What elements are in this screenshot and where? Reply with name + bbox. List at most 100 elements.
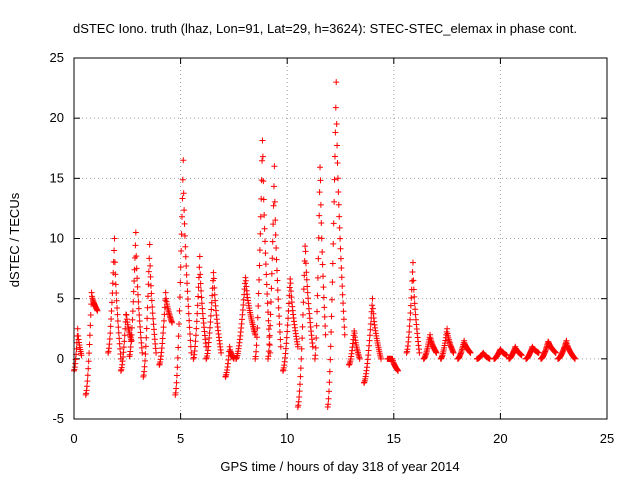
data-point xyxy=(134,291,141,298)
data-point xyxy=(411,293,418,300)
data-point xyxy=(114,311,121,318)
data-point xyxy=(144,315,151,322)
data-point xyxy=(314,274,321,281)
data-point xyxy=(325,395,332,402)
data-point xyxy=(141,357,148,364)
data-point xyxy=(274,277,281,284)
data-point xyxy=(255,290,262,297)
data-point xyxy=(339,291,346,298)
data-point xyxy=(179,195,186,202)
chart-title: dSTEC Iono. truth (lhaz, Lon=91, Lat=29,… xyxy=(73,21,577,36)
data-point xyxy=(309,343,316,350)
data-point xyxy=(114,304,121,311)
data-point xyxy=(369,295,376,302)
data-point xyxy=(253,334,260,341)
data-point xyxy=(298,355,305,362)
data-point xyxy=(328,328,335,335)
data-point xyxy=(195,293,202,300)
data-point xyxy=(132,229,139,236)
data-point xyxy=(327,356,334,363)
y-tick-label: 15 xyxy=(50,170,64,185)
data-point xyxy=(207,318,214,325)
data-point xyxy=(405,334,412,341)
data-point xyxy=(408,294,415,301)
data-point xyxy=(338,274,345,281)
data-point xyxy=(253,342,260,349)
plot-frame xyxy=(73,57,608,420)
data-point xyxy=(331,198,338,205)
data-point xyxy=(262,238,269,245)
data-point xyxy=(178,247,185,254)
data-point xyxy=(340,300,347,307)
data-point xyxy=(366,337,373,344)
data-point xyxy=(265,353,272,360)
data-point xyxy=(181,207,188,214)
data-point xyxy=(161,311,168,318)
data-point xyxy=(176,320,183,327)
data-point xyxy=(141,363,148,370)
data-point xyxy=(326,379,333,386)
x-tick-label: 5 xyxy=(177,431,184,446)
data-point xyxy=(185,310,192,317)
data-point xyxy=(74,325,81,332)
data-point xyxy=(142,343,149,350)
data-point xyxy=(112,281,119,288)
data-point xyxy=(94,307,101,314)
data-point xyxy=(197,280,204,287)
data-point xyxy=(148,297,155,304)
data-point xyxy=(409,259,416,266)
data-point xyxy=(84,372,91,379)
data-point xyxy=(114,318,121,325)
data-point xyxy=(173,379,180,386)
y-tick-label: -5 xyxy=(52,411,64,426)
data-point xyxy=(147,273,154,280)
data-point xyxy=(299,311,306,318)
data-point xyxy=(329,260,336,267)
data-point xyxy=(270,183,277,190)
data-point xyxy=(255,303,262,310)
data-point xyxy=(302,260,309,267)
data-point xyxy=(187,337,194,344)
data-point xyxy=(133,253,140,260)
data-point xyxy=(84,378,91,385)
y-tick-label: 0 xyxy=(57,351,64,366)
data-point xyxy=(317,177,324,184)
data-point xyxy=(177,264,184,271)
data-point xyxy=(286,284,293,291)
data-point xyxy=(283,340,290,347)
data-point xyxy=(264,300,271,307)
data-point xyxy=(300,286,307,293)
data-point xyxy=(320,284,327,291)
data-point xyxy=(143,325,150,332)
data-point xyxy=(116,335,123,342)
data-point xyxy=(150,315,157,322)
data-point xyxy=(130,298,137,305)
data-point xyxy=(313,334,320,341)
data-point xyxy=(256,247,263,254)
data-point xyxy=(367,320,374,327)
data-point xyxy=(176,294,183,301)
data-point xyxy=(169,319,176,326)
data-point xyxy=(253,348,260,355)
data-point xyxy=(318,219,325,226)
data-point xyxy=(273,244,280,251)
data-point xyxy=(160,317,167,324)
data-point xyxy=(407,316,414,323)
data-point xyxy=(263,271,270,278)
data-point xyxy=(335,189,342,196)
data-point xyxy=(192,332,199,339)
data-point xyxy=(356,355,363,362)
data-point xyxy=(277,336,284,343)
data-point xyxy=(264,291,271,298)
x-tick-label: 10 xyxy=(280,431,294,446)
data-point xyxy=(318,235,325,242)
data-point xyxy=(175,333,182,340)
data-point xyxy=(329,279,336,286)
data-point xyxy=(182,253,189,260)
data-point xyxy=(131,277,138,284)
data-point xyxy=(107,323,114,330)
data-point xyxy=(294,343,301,350)
data-point xyxy=(265,348,272,355)
data-point xyxy=(340,308,347,315)
data-point xyxy=(198,287,205,294)
